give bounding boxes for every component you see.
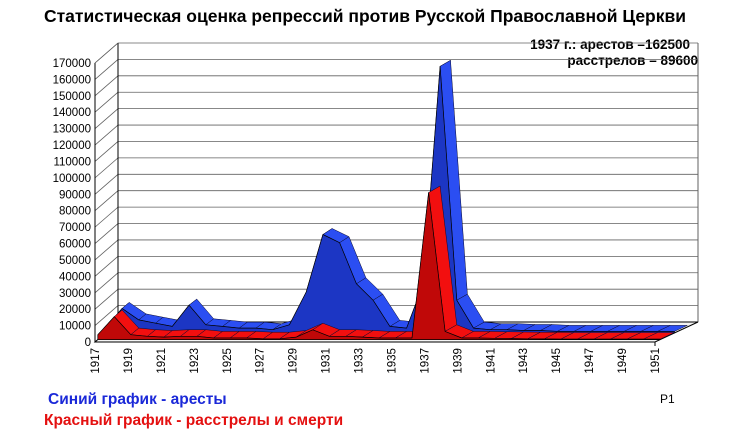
x-tick-label-1945: 1945	[551, 348, 563, 374]
grid-line-side-10	[94, 157, 119, 179]
x-tick-label-1935: 1935	[387, 348, 399, 374]
legend-executions: Красный график - расстрелы и смерти	[44, 412, 344, 429]
x-tick-label-1929: 1929	[288, 348, 300, 374]
x-tick-label-1923: 1923	[189, 348, 201, 374]
x-tick-label-1949: 1949	[617, 348, 629, 374]
x-tick-label-1933: 1933	[354, 348, 366, 374]
x-tick-label-1941: 1941	[485, 348, 497, 374]
y-tick-label-17: 170000	[53, 58, 91, 70]
grid-line-side-7	[94, 206, 119, 228]
grid-line-side-15	[94, 75, 119, 97]
grid-line-side-16	[94, 59, 119, 80]
grid-line-side-5	[94, 239, 119, 261]
y-tick-label-12: 120000	[53, 140, 91, 152]
y-tick-label-13: 130000	[53, 124, 91, 136]
x-tick-label-1927: 1927	[255, 348, 267, 374]
chart-title: Статистическая оценка репрессий против Р…	[43, 6, 687, 26]
grid-line-side-1	[94, 305, 119, 326]
y-tick-label-16: 160000	[53, 74, 91, 86]
y-tick-label-8: 80000	[59, 206, 91, 218]
y-tick-label-14: 140000	[53, 107, 91, 119]
grid-line-side-6	[94, 223, 119, 244]
y-tick-label-1: 10000	[59, 321, 91, 333]
grid-line-side-14	[94, 91, 119, 113]
x-tick-label-1917: 1917	[90, 348, 102, 374]
y-tick-label-10: 100000	[53, 173, 91, 185]
y-tick-label-9: 90000	[59, 189, 91, 201]
grid-line-side-13	[94, 108, 119, 129]
grid-line-side-11	[94, 141, 119, 162]
series-axis-label: P1	[660, 392, 675, 406]
x-tick-label-1951: 1951	[650, 348, 662, 374]
y-tick-label-4: 40000	[59, 271, 91, 283]
annotation-executions-1937: расстрелов – 89600	[567, 53, 698, 68]
annotation-arrests-1937: 1937 г.: арестов –162500	[530, 37, 690, 52]
y-tick-label-7: 70000	[59, 222, 91, 234]
grid-line-side-8	[94, 190, 119, 212]
y-tick-label-15: 150000	[53, 91, 91, 103]
grid-line-side-9	[94, 173, 119, 195]
y-tick-label-0: 0	[85, 337, 91, 349]
y-tick-label-2: 20000	[59, 304, 91, 316]
x-tick-label-1943: 1943	[518, 348, 530, 374]
x-tick-label-1919: 1919	[123, 348, 135, 374]
x-tick-label-1939: 1939	[452, 348, 464, 374]
y-tick-label-6: 60000	[59, 239, 91, 251]
x-tick-label-1931: 1931	[321, 348, 333, 374]
y-tick-label-5: 50000	[59, 255, 91, 267]
series-arrests-front	[104, 65, 675, 334]
grid-line-side-2	[94, 288, 119, 310]
grid-line-side-4	[94, 256, 119, 277]
top-side-edge	[94, 42, 119, 64]
grid-line-side-3	[94, 272, 119, 294]
x-tick-label-1937: 1937	[419, 348, 431, 374]
x-tick-label-1921: 1921	[156, 348, 168, 374]
series-executions-front	[97, 192, 661, 340]
x-tick-label-1925: 1925	[222, 348, 234, 374]
legend-arrests: Синий график - аресты	[48, 391, 227, 408]
x-tick-label-1947: 1947	[584, 348, 596, 374]
grid-line-side-12	[94, 124, 119, 146]
y-tick-label-3: 30000	[59, 288, 91, 300]
y-tick-label-11: 110000	[53, 156, 91, 168]
